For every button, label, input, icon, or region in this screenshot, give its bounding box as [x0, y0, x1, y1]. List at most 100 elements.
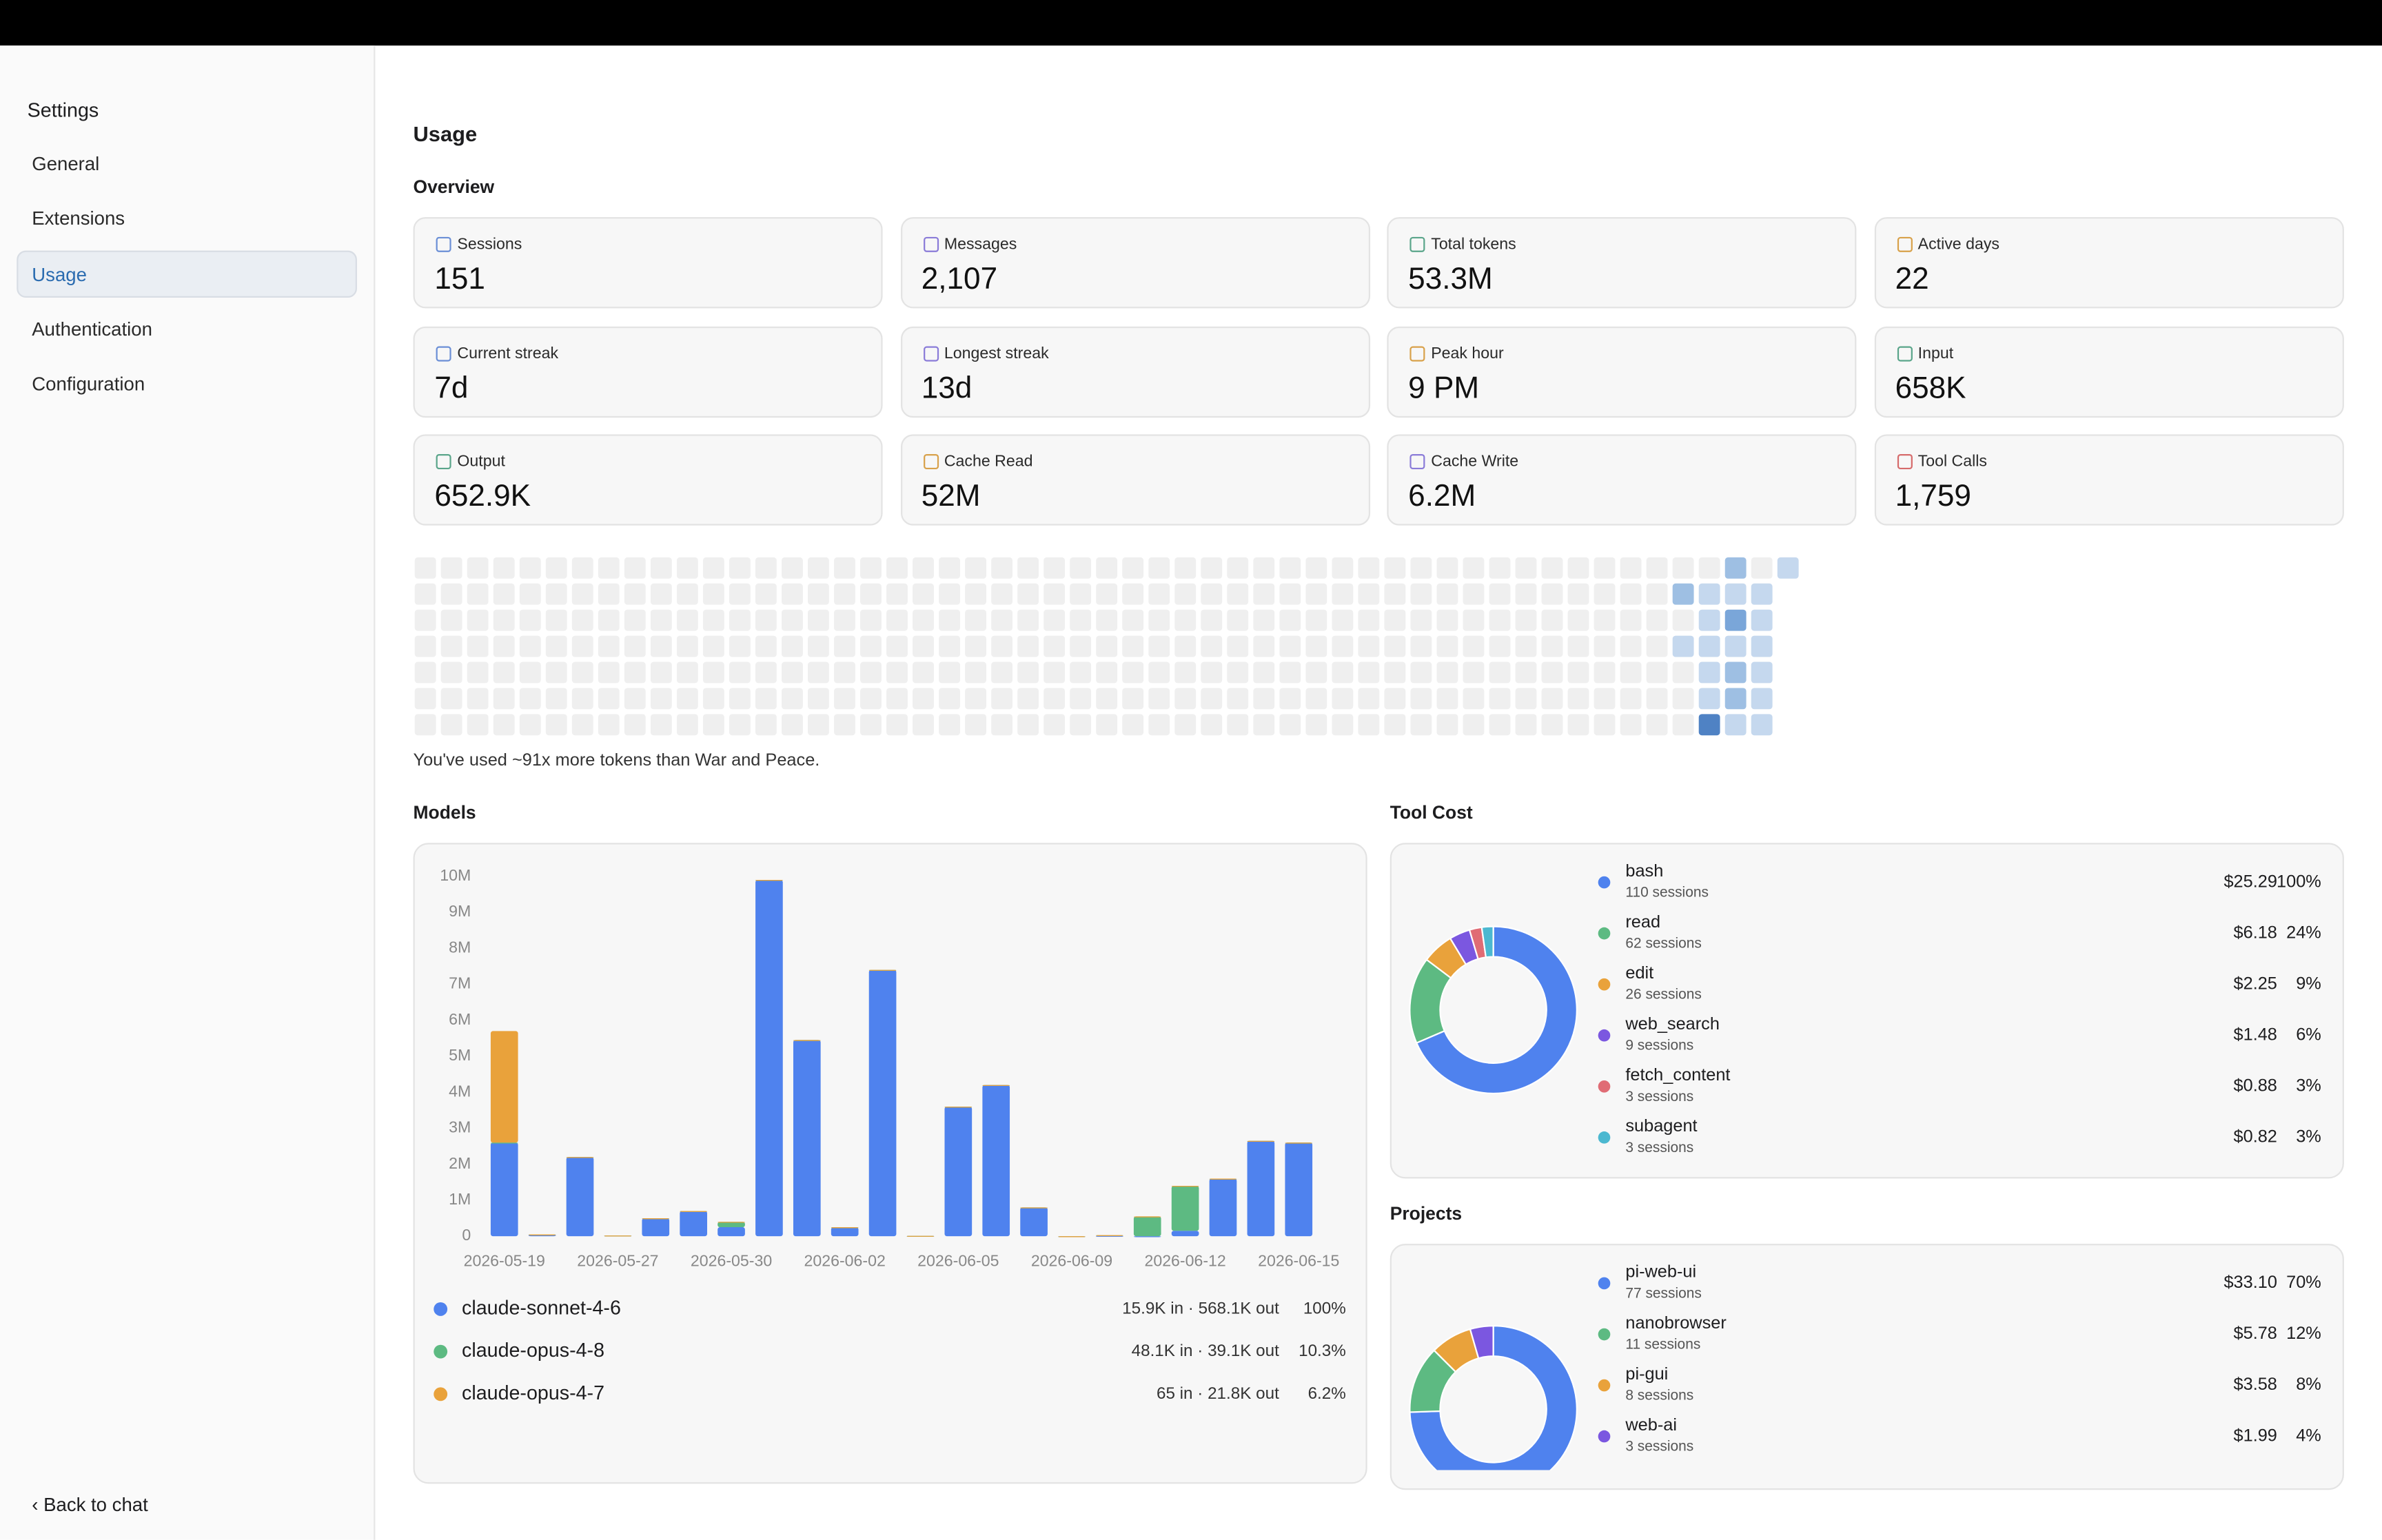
heatmap-cell: [1227, 661, 1249, 684]
heatmap-cell: [965, 583, 986, 605]
heatmap-cell: [1070, 583, 1092, 605]
heatmap-cell: [1489, 714, 1511, 736]
heatmap-cell: [1646, 609, 1668, 631]
heatmap-cell: [1174, 557, 1197, 579]
heatmap-cell: [702, 635, 724, 657]
stat-card: Cache Read 52M: [899, 435, 1370, 526]
heatmap-cell: [1122, 557, 1144, 579]
heatmap-cell: [1567, 661, 1589, 684]
heatmap-cell: [1017, 661, 1039, 684]
bar-segment: [1285, 1142, 1313, 1237]
back-link[interactable]: ‹ Back to chat: [32, 1495, 147, 1516]
heatmap-cell: [991, 635, 1013, 657]
heatmap-cell: [1567, 635, 1589, 657]
heatmap-cell: [1070, 635, 1092, 657]
stat-value: 1,759: [1895, 480, 1971, 514]
heatmap-cell: [624, 714, 646, 736]
legend-value: $25.29: [2223, 872, 2277, 891]
stat-label: Messages: [944, 235, 1017, 254]
heatmap-cell: [1384, 688, 1406, 710]
bar-segment: [566, 1157, 594, 1237]
bar-segment: [1133, 1236, 1161, 1238]
bar-segment: [1209, 1178, 1237, 1180]
heatmap-cell: [624, 609, 646, 631]
heatmap-cell: [414, 714, 436, 736]
x-tick-label: 2026-06-09: [1031, 1252, 1112, 1270]
heatmap-cell: [1410, 714, 1432, 736]
heatmap-cell: [545, 583, 567, 605]
heatmap-cell: [834, 688, 855, 710]
legend-dot: [1598, 978, 1611, 991]
stat-icon: [436, 454, 451, 470]
heatmap-cell: [1541, 609, 1563, 631]
nav-item[interactable]: General: [32, 153, 100, 175]
heatmap-cell: [1384, 609, 1406, 631]
heatmap-cell: [467, 688, 489, 710]
heatmap-cell: [1567, 609, 1589, 631]
heatmap-cell: [414, 688, 436, 710]
nav-item[interactable]: Authentication: [32, 318, 152, 340]
legend-value: $5.78: [2234, 1324, 2277, 1343]
heatmap-cell: [1332, 583, 1354, 605]
heatmap-cell: [808, 688, 829, 710]
heatmap-cell: [467, 609, 489, 631]
legend-dot: [1598, 1080, 1611, 1093]
heatmap-cell: [965, 688, 986, 710]
heatmap-cell: [886, 661, 908, 684]
heatmap-cell: [1698, 583, 1720, 605]
bar-segment: [1171, 1185, 1199, 1231]
heatmap-cell: [860, 583, 882, 605]
heatmap-cell: [571, 609, 593, 631]
bar-segment: [1096, 1235, 1123, 1237]
heatmap-cell: [650, 609, 672, 631]
heatmap-cell: [1672, 635, 1694, 657]
heatmap-cell: [913, 714, 934, 736]
nav-item[interactable]: Configuration: [32, 373, 145, 396]
heatmap-cell: [1253, 661, 1275, 684]
heatmap-cell: [467, 635, 489, 657]
heatmap-cell: [1358, 635, 1380, 657]
heatmap-cell: [1672, 714, 1694, 736]
heatmap-cell: [781, 557, 803, 579]
legend-name: bash: [1625, 861, 1663, 881]
heatmap-cell: [1174, 661, 1197, 684]
stat-label: Longest streak: [944, 344, 1049, 363]
legend-sublabel: 3 sessions: [1625, 1439, 1693, 1455]
heatmap-cell: [965, 661, 986, 684]
heatmap-cell: [1096, 583, 1118, 605]
heatmap-cell: [1017, 609, 1039, 631]
heatmap-cell: [1017, 714, 1039, 736]
y-tick-label: 9M: [449, 902, 471, 920]
heatmap-cell: [1227, 557, 1249, 579]
stat-value: 6.2M: [1408, 480, 1476, 514]
nav-item[interactable]: Usage: [32, 263, 87, 285]
heatmap-cell: [702, 609, 724, 631]
bar-segment: [717, 1227, 745, 1237]
heatmap-cell: [1751, 661, 1773, 684]
heatmap-cell: [650, 635, 672, 657]
heatmap-cell: [1227, 688, 1249, 710]
section-title: Models: [413, 801, 476, 823]
heatmap-cell: [965, 609, 986, 631]
heatmap-cell: [440, 635, 462, 657]
heatmap-cell: [1620, 661, 1642, 684]
nav-item[interactable]: Extensions: [32, 208, 125, 230]
heatmap-cell: [519, 714, 541, 736]
y-tick-label: 3M: [449, 1118, 471, 1136]
stat-icon: [1896, 345, 1912, 361]
stat-icon: [436, 345, 451, 361]
bar-segment: [642, 1218, 670, 1237]
heatmap-cell: [965, 557, 986, 579]
legend-dot: [1598, 876, 1611, 889]
heatmap-cell: [414, 557, 436, 579]
bar-segment: [1133, 1216, 1161, 1237]
heatmap-cell: [1410, 688, 1432, 710]
heatmap-cell: [1436, 635, 1458, 657]
heatmap-cell: [1646, 635, 1668, 657]
heatmap-cell: [1096, 661, 1118, 684]
heatmap-cell: [1305, 688, 1327, 710]
heatmap-cell: [781, 583, 803, 605]
stat-card: Cache Write 6.2M: [1387, 435, 1857, 526]
heatmap-cell: [1436, 714, 1458, 736]
